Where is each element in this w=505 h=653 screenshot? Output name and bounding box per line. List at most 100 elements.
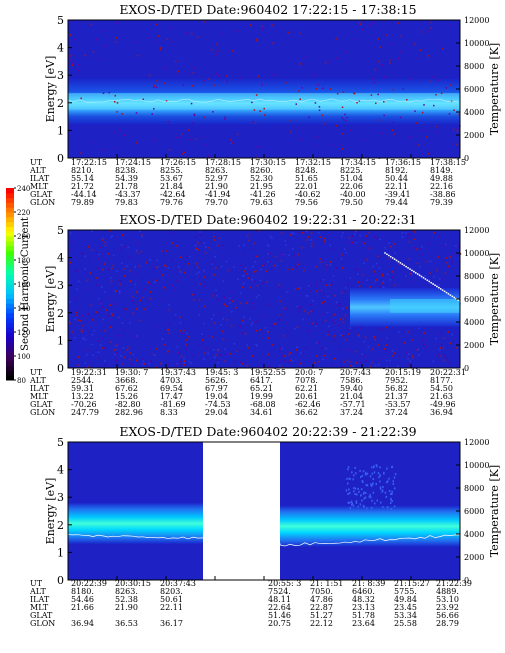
- noise-pixel: [333, 357, 336, 360]
- noise-pixel: [299, 98, 301, 100]
- noise-pixel: [250, 324, 253, 326]
- colorbar-segment: [6, 341, 14, 347]
- noise-pixel: [325, 284, 327, 287]
- noise-pixel: [269, 261, 271, 263]
- noise-pixel: [80, 328, 83, 331]
- noise-pixel: [341, 148, 344, 150]
- noise-pixel: [179, 322, 182, 324]
- table-row-label: ILAT: [30, 595, 50, 604]
- noise-pixel: [231, 324, 233, 327]
- noise-pixel: [393, 133, 395, 136]
- burst-pixel: [352, 478, 354, 481]
- noise-pixel: [344, 113, 346, 116]
- noise-pixel: [342, 317, 345, 320]
- noise-pixel: [320, 236, 322, 238]
- burst-pixel: [379, 466, 381, 469]
- noise-pixel: [130, 363, 133, 365]
- noise-pixel: [240, 302, 242, 305]
- noise-pixel: [197, 266, 199, 269]
- noise-pixel: [328, 284, 331, 287]
- noise-pixel: [380, 338, 383, 340]
- noise-pixel: [288, 254, 290, 256]
- noise-pixel: [302, 318, 304, 321]
- noise-pixel: [458, 257, 461, 260]
- noise-pixel: [149, 291, 152, 293]
- colorbar-tick-label: 100: [17, 353, 30, 361]
- noise-pixel: [415, 57, 417, 59]
- noise-pixel: [456, 129, 459, 132]
- noise-pixel: [429, 272, 431, 274]
- noise-pixel: [114, 94, 117, 97]
- temperature-point: [407, 266, 409, 269]
- table-cell: 22.87: [310, 603, 333, 612]
- table-row-label: ALT: [29, 376, 46, 385]
- noise-pixel: [203, 276, 206, 278]
- noise-pixel: [133, 41, 135, 44]
- noise-pixel: [108, 91, 110, 94]
- noise-pixel: [423, 275, 426, 277]
- noise-pixel: [344, 290, 347, 292]
- noise-pixel: [135, 112, 138, 114]
- burst-pixel: [349, 477, 351, 480]
- noise-pixel: [71, 62, 74, 65]
- burst-pixel: [377, 472, 380, 475]
- tick-label-right: 6000: [464, 85, 484, 94]
- noise-pixel: [99, 246, 101, 249]
- noise-pixel: [287, 31, 289, 34]
- tick-label-left: 0: [57, 574, 64, 587]
- colorbar-label: Second Harmonic Current: [20, 217, 31, 351]
- table-cell: -53.57: [385, 400, 411, 409]
- noise-pixel: [152, 353, 155, 356]
- table-cell: -43.37: [115, 190, 141, 199]
- noise-pixel: [435, 131, 437, 133]
- noise-pixel: [255, 296, 258, 298]
- noise-pixel: [194, 244, 197, 247]
- noise-pixel: [248, 239, 250, 242]
- table-cell: 19.99: [250, 392, 273, 401]
- temperature-trace: [67, 98, 459, 103]
- noise-pixel: [364, 140, 367, 142]
- table-cell: 247.79: [71, 408, 99, 417]
- noise-pixel: [109, 304, 112, 306]
- noise-pixel: [316, 290, 318, 292]
- noise-pixel: [284, 240, 286, 242]
- table-cell: 8180.: [71, 587, 94, 596]
- noise-pixel: [142, 296, 145, 299]
- noise-pixel: [70, 55, 72, 57]
- noise-pixel: [78, 364, 80, 367]
- noise-pixel: [154, 326, 156, 329]
- burst-pixel: [347, 492, 349, 495]
- burst-pixel: [386, 481, 388, 484]
- table-row-label: GLAT: [30, 400, 53, 409]
- noise-pixel: [156, 259, 159, 262]
- burst-pixel: [368, 495, 371, 498]
- noise-pixel: [203, 242, 206, 244]
- energy-band: [68, 502, 203, 545]
- noise-pixel: [102, 237, 104, 240]
- noise-pixel: [381, 282, 383, 285]
- table-cell: -62.46: [295, 400, 321, 409]
- noise-pixel: [159, 47, 162, 49]
- tick-label-left: 0: [57, 152, 64, 165]
- burst-pixel: [382, 486, 384, 489]
- noise-pixel: [198, 271, 201, 273]
- noise-pixel: [330, 303, 333, 306]
- burst-pixel: [358, 490, 360, 493]
- noise-pixel: [335, 125, 338, 127]
- burst-pixel: [382, 472, 385, 475]
- noise-pixel: [214, 256, 216, 258]
- noise-pixel: [364, 336, 367, 339]
- noise-pixel: [427, 30, 429, 33]
- noise-pixel: [324, 240, 326, 243]
- noise-pixel: [132, 303, 135, 305]
- noise-pixel: [295, 348, 298, 351]
- noise-pixel: [415, 248, 417, 250]
- noise-pixel: [427, 55, 429, 57]
- noise-pixel: [155, 279, 158, 282]
- noise-pixel: [274, 322, 277, 325]
- noise-pixel: [353, 38, 355, 41]
- noise-pixel: [408, 258, 411, 260]
- noise-pixel: [430, 27, 432, 30]
- noise-pixel: [393, 352, 396, 354]
- noise-pixel: [278, 283, 281, 286]
